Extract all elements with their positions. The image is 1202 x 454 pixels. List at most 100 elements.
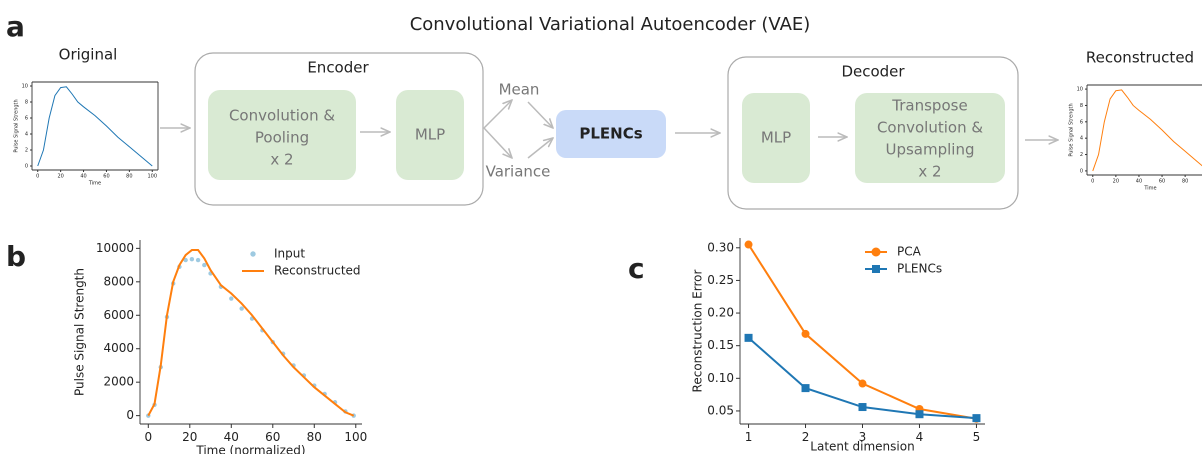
latent-box — [556, 110, 666, 158]
x-tick-label: 2 — [802, 430, 810, 444]
x-tick-label: 80 — [1182, 179, 1188, 185]
y-tick-label: 2 — [1080, 152, 1083, 158]
x-tick-label: 5 — [973, 430, 981, 444]
x-axis-label: Time — [1143, 186, 1156, 192]
y-tick-label: 4000 — [103, 341, 134, 355]
x-tick-label: 60 — [1159, 179, 1165, 185]
legend-marker — [250, 251, 256, 257]
x-tick-label: 0 — [36, 174, 39, 180]
block-text: Convolution & — [229, 107, 335, 125]
x-tick-label: 3 — [859, 430, 867, 444]
data-point — [202, 262, 207, 268]
x-axis-label: Time — [88, 181, 101, 187]
panel-label: b — [6, 240, 26, 273]
x-tick-label: 20 — [57, 174, 63, 180]
y-tick-label: 2 — [25, 148, 28, 154]
block-text: x 2 — [270, 151, 293, 169]
block-text: x 2 — [918, 163, 941, 181]
x-tick-label: 60 — [103, 174, 109, 180]
y-tick-label: 10000 — [96, 241, 134, 255]
y-tick-label: 4 — [1080, 136, 1083, 142]
output-label: Reconstructed — [1086, 49, 1194, 67]
decoder-box — [727, 56, 1019, 210]
y-tick-label: 0.20 — [707, 306, 734, 320]
data-point — [239, 306, 244, 311]
x-tick-label: 60 — [265, 430, 280, 444]
y-axis-label: Pulse Signal Strength — [73, 268, 87, 396]
variance-label: Variance — [486, 163, 551, 181]
arrow — [483, 100, 512, 129]
x-tick-label: 0 — [144, 430, 152, 444]
legend-label: PLENCs — [897, 262, 942, 276]
legend-marker — [872, 265, 880, 273]
y-tick-label: 0 — [25, 164, 28, 170]
block — [396, 90, 464, 180]
x-tick-label: 1 — [745, 430, 753, 444]
x-tick-label: 80 — [307, 430, 322, 444]
data-point — [858, 403, 867, 412]
y-tick-label: 10 — [1077, 87, 1083, 93]
block-text: Transpose — [891, 97, 967, 115]
series-line — [747, 243, 977, 420]
y-tick-label: 2000 — [103, 375, 134, 389]
x-tick-label: 80 — [126, 174, 132, 180]
y-tick-label: 0.15 — [707, 338, 734, 352]
data-point — [915, 410, 924, 419]
decoder-title: Decoder — [841, 63, 905, 81]
arrow — [527, 138, 553, 159]
input-label: Original — [59, 46, 118, 64]
block-text: MLP — [761, 129, 791, 147]
series-line — [1092, 89, 1202, 172]
y-tick-label: 6000 — [103, 308, 134, 322]
data-point — [972, 414, 981, 423]
data-point — [801, 329, 810, 338]
x-tick-label: 100 — [147, 174, 157, 180]
y-tick-label: 0.05 — [707, 403, 734, 417]
y-axis-label: Pulse Signal Strength — [14, 99, 20, 152]
diagram-title: Convolutional Variational Autoencoder (V… — [410, 14, 811, 35]
panel-label: a — [6, 10, 25, 43]
series-line — [147, 249, 355, 417]
block-text: Convolution & — [877, 119, 983, 137]
x-tick-label: 0 — [1091, 179, 1094, 185]
mean-label: Mean — [499, 81, 540, 99]
data-point — [744, 333, 753, 342]
y-tick-label: 4 — [25, 132, 28, 138]
x-tick-label: 40 — [80, 174, 86, 180]
y-tick-label: 8 — [1080, 103, 1083, 109]
x-tick-label: 20 — [1113, 179, 1119, 185]
block — [855, 93, 1005, 183]
y-tick-label: 0.25 — [707, 273, 734, 287]
x-axis-label: Time (normalized) — [195, 444, 305, 454]
data-point — [195, 257, 201, 263]
data-point — [183, 257, 188, 263]
x-axis-label: Latent dimension — [810, 440, 914, 454]
y-tick-label: 0 — [1080, 168, 1083, 174]
y-tick-label: 6 — [25, 116, 28, 122]
y-axis-label: Reconstruction Error — [691, 270, 705, 393]
panel-label: c — [628, 252, 645, 285]
x-tick-label: 40 — [1136, 179, 1142, 185]
legend-marker — [871, 247, 881, 257]
block — [742, 93, 810, 183]
x-tick-label: 40 — [224, 430, 239, 444]
y-axis-label: Pulse Signal Strength — [1069, 103, 1075, 156]
data-point — [744, 240, 753, 249]
arrow — [527, 101, 553, 128]
arrow — [483, 127, 512, 158]
block-text: Pooling — [255, 129, 309, 147]
series-line — [37, 86, 153, 167]
block-text: Upsampling — [885, 141, 974, 159]
y-tick-label: 6 — [1080, 119, 1083, 125]
data-point — [189, 257, 195, 262]
legend-label: Reconstructed — [274, 264, 361, 278]
block-text: MLP — [415, 126, 445, 144]
y-tick-label: 0.10 — [707, 371, 734, 385]
y-tick-label: 0.30 — [707, 240, 734, 254]
y-tick-label: 8000 — [103, 274, 134, 288]
y-tick-label: 8 — [25, 100, 28, 106]
encoder-title: Encoder — [307, 59, 369, 77]
data-point — [801, 384, 810, 393]
y-tick-label: 10 — [22, 84, 28, 90]
